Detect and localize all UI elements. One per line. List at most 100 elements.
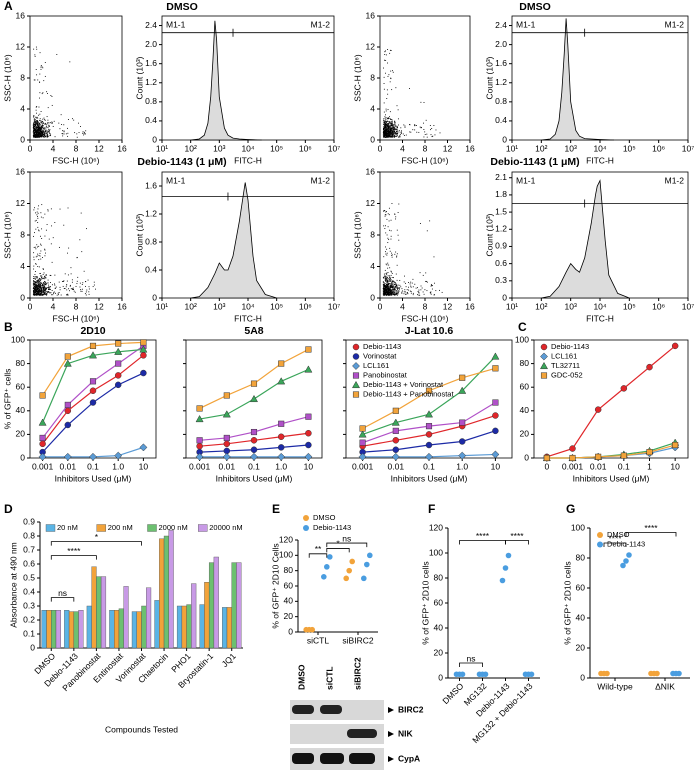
event-dot bbox=[85, 293, 86, 294]
significance-bracket bbox=[51, 556, 96, 560]
event-dot bbox=[426, 120, 427, 121]
event-dot bbox=[62, 133, 63, 134]
event-dot bbox=[42, 132, 43, 133]
event-dot bbox=[385, 283, 386, 284]
event-dot bbox=[39, 281, 40, 282]
x-tick-label: 12 bbox=[443, 143, 453, 153]
event-dot bbox=[391, 285, 392, 286]
event-dot bbox=[37, 256, 38, 257]
legend-swatch bbox=[597, 532, 603, 538]
y-tick-label: 12 bbox=[366, 198, 376, 208]
marker bbox=[570, 446, 576, 452]
event-dot bbox=[42, 66, 43, 67]
event-dot bbox=[400, 136, 401, 137]
event-dot bbox=[433, 125, 434, 126]
event-dot bbox=[34, 54, 35, 55]
event-dot bbox=[36, 285, 37, 286]
event-dot bbox=[384, 135, 385, 136]
event-dot bbox=[398, 240, 399, 241]
x-tick-label: 0.001 bbox=[189, 461, 211, 471]
event-dot bbox=[406, 286, 407, 287]
event-dot bbox=[40, 253, 41, 254]
event-dot bbox=[413, 293, 414, 294]
legend-label: LCL161 bbox=[363, 361, 389, 370]
x-tick-label: 10⁷ bbox=[682, 143, 695, 153]
bar bbox=[47, 610, 52, 648]
event-dot bbox=[40, 120, 41, 121]
event-dot bbox=[384, 112, 385, 113]
event-dot bbox=[399, 285, 400, 286]
event-dot bbox=[40, 289, 41, 290]
event-dot bbox=[392, 287, 393, 288]
y-tick-label: 20 bbox=[576, 642, 586, 652]
event-dot bbox=[416, 132, 417, 133]
marker bbox=[570, 455, 576, 461]
event-dot bbox=[391, 255, 392, 256]
event-dot bbox=[383, 290, 384, 291]
event-dot bbox=[383, 68, 384, 69]
event-dot bbox=[384, 284, 385, 285]
x-tick-label: 10³ bbox=[565, 301, 577, 311]
x-tick-label: 10¹ bbox=[156, 143, 168, 153]
event-dot bbox=[46, 295, 47, 296]
event-dot bbox=[34, 285, 35, 286]
bar bbox=[114, 610, 119, 648]
event-dot bbox=[413, 294, 414, 295]
event-dot bbox=[396, 293, 397, 294]
event-dot bbox=[391, 279, 392, 280]
event-dot bbox=[388, 295, 389, 296]
event-dot bbox=[395, 287, 396, 288]
significance-label: **** bbox=[67, 546, 81, 556]
event-dot bbox=[390, 251, 391, 252]
event-dot bbox=[33, 117, 34, 118]
event-dot bbox=[387, 63, 388, 64]
y-tick-label: 1.2 bbox=[495, 77, 507, 87]
event-dot bbox=[47, 122, 48, 123]
event-dot bbox=[43, 274, 44, 275]
bar bbox=[124, 586, 129, 648]
event-dot bbox=[37, 291, 38, 292]
marker bbox=[426, 431, 432, 437]
event-dot bbox=[77, 257, 78, 258]
event-dot bbox=[73, 120, 74, 121]
data-point bbox=[327, 554, 333, 560]
x-tick-label: 10 bbox=[139, 461, 149, 471]
event-dot bbox=[35, 135, 36, 136]
event-dot bbox=[412, 279, 413, 280]
event-dot bbox=[389, 214, 390, 215]
event-dot bbox=[34, 274, 35, 275]
event-dot bbox=[42, 283, 43, 284]
event-dot bbox=[45, 283, 46, 284]
event-dot bbox=[427, 137, 428, 138]
x-tick-label: 10¹ bbox=[506, 301, 518, 311]
x-tick-label: ΔNIK bbox=[655, 681, 675, 691]
event-dot bbox=[42, 125, 43, 126]
plot-frame bbox=[380, 16, 470, 140]
event-dot bbox=[407, 293, 408, 294]
event-dot bbox=[42, 290, 43, 291]
event-dot bbox=[392, 130, 393, 131]
event-dot bbox=[45, 76, 46, 77]
marker bbox=[224, 435, 230, 441]
event-dot bbox=[397, 253, 398, 254]
event-dot bbox=[44, 127, 45, 128]
x-tick-label: 0 bbox=[378, 143, 383, 153]
event-dot bbox=[385, 279, 386, 280]
marker bbox=[352, 362, 359, 369]
event-dot bbox=[383, 133, 384, 134]
marker bbox=[40, 393, 46, 399]
marker bbox=[278, 421, 284, 427]
event-dot bbox=[434, 256, 435, 257]
event-dot bbox=[43, 136, 44, 137]
marker bbox=[197, 406, 203, 412]
y-tick-label: 60 bbox=[434, 597, 444, 607]
x-tick-label: 12 bbox=[443, 301, 453, 311]
event-dot bbox=[392, 282, 393, 283]
event-dot bbox=[36, 294, 37, 295]
event-dot bbox=[384, 124, 385, 125]
event-dot bbox=[398, 137, 399, 138]
event-dot bbox=[391, 121, 392, 122]
significance-bracket bbox=[327, 543, 367, 547]
event-dot bbox=[46, 275, 47, 276]
event-dot bbox=[401, 130, 402, 131]
